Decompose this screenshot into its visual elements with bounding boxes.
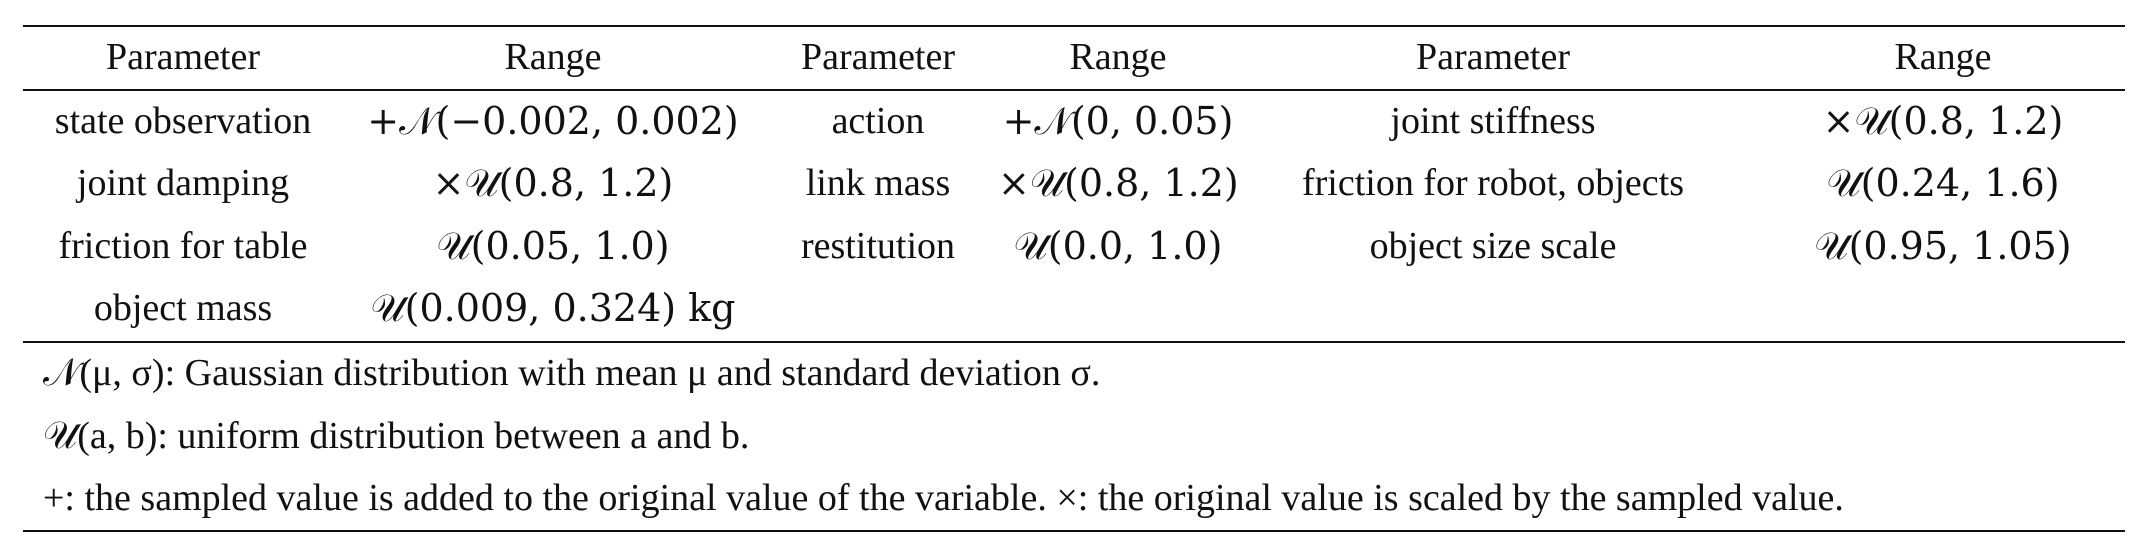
table-cell: 𝒰(0.05, 1.0) (436, 224, 670, 268)
table-cell: joint damping (76, 162, 290, 204)
table-cell: 𝒰(0.009, 0.324) kg (370, 286, 736, 330)
table-cell: 𝒰(0.95, 1.05) (1814, 224, 2072, 268)
note-gaussian: 𝒩(μ, σ): Gaussian distribution with mean… (43, 352, 1101, 394)
table-cell: friction for robot, objects (1301, 162, 1684, 204)
table-cell (1248, 280, 1738, 336)
table-cell: state observation (54, 100, 312, 142)
table-row: friction for table 𝒰(0.05, 1.0) restitut… (23, 218, 2125, 274)
note-operators: +: the sampled value is added to the ori… (43, 477, 1844, 519)
table-cell (1763, 280, 2123, 336)
header-range-2: Range (1069, 36, 1167, 78)
table-cell: friction for table (58, 225, 308, 267)
header-parameter-2: Parameter (800, 36, 956, 78)
table-cell: +𝒩(−0.002, 0.002) (367, 99, 739, 143)
header-range-3: Range (1894, 36, 1992, 78)
table-cell: link mass (805, 162, 951, 204)
header-row: Parameter Range Parameter Range Paramete… (23, 29, 2125, 85)
header-parameter-3: Parameter (1415, 36, 1571, 78)
table-cell: joint stiffness (1390, 100, 1596, 142)
header-parameter-1: Parameter (105, 36, 261, 78)
note-uniform: 𝒰(a, b): uniform distribution between a … (43, 415, 750, 457)
table-cell (998, 280, 1238, 336)
table-cell: object size scale (1369, 225, 1617, 267)
table-cell: action (831, 100, 925, 142)
table-row: state observation +𝒩(−0.002, 0.002) acti… (23, 93, 2125, 149)
table-row: object mass 𝒰(0.009, 0.324) kg (23, 280, 2125, 336)
top-rule (23, 25, 2125, 27)
table-cell: 𝒰(0.24, 1.6) (1826, 161, 2060, 205)
table-cell: 𝒰(0.0, 1.0) (1013, 224, 1223, 268)
table-row: joint damping ×𝒰(0.8, 1.2) link mass ×𝒰(… (23, 155, 2125, 211)
table-cell (763, 280, 993, 336)
table-cell: ×𝒰(0.8, 1.2) (998, 161, 1239, 205)
header-rule (23, 89, 2125, 91)
table-cell: ×𝒰(0.8, 1.2) (432, 161, 674, 205)
header-range-1: Range (504, 36, 602, 78)
bottom-rule (23, 530, 2125, 532)
table-cell: object mass (93, 287, 273, 329)
table-cell: +𝒩(0, 0.05) (1002, 99, 1234, 143)
notes-rule (23, 341, 2125, 343)
table-cell: ×𝒰(0.8, 1.2) (1822, 99, 2064, 143)
table-cell: restitution (800, 225, 956, 267)
